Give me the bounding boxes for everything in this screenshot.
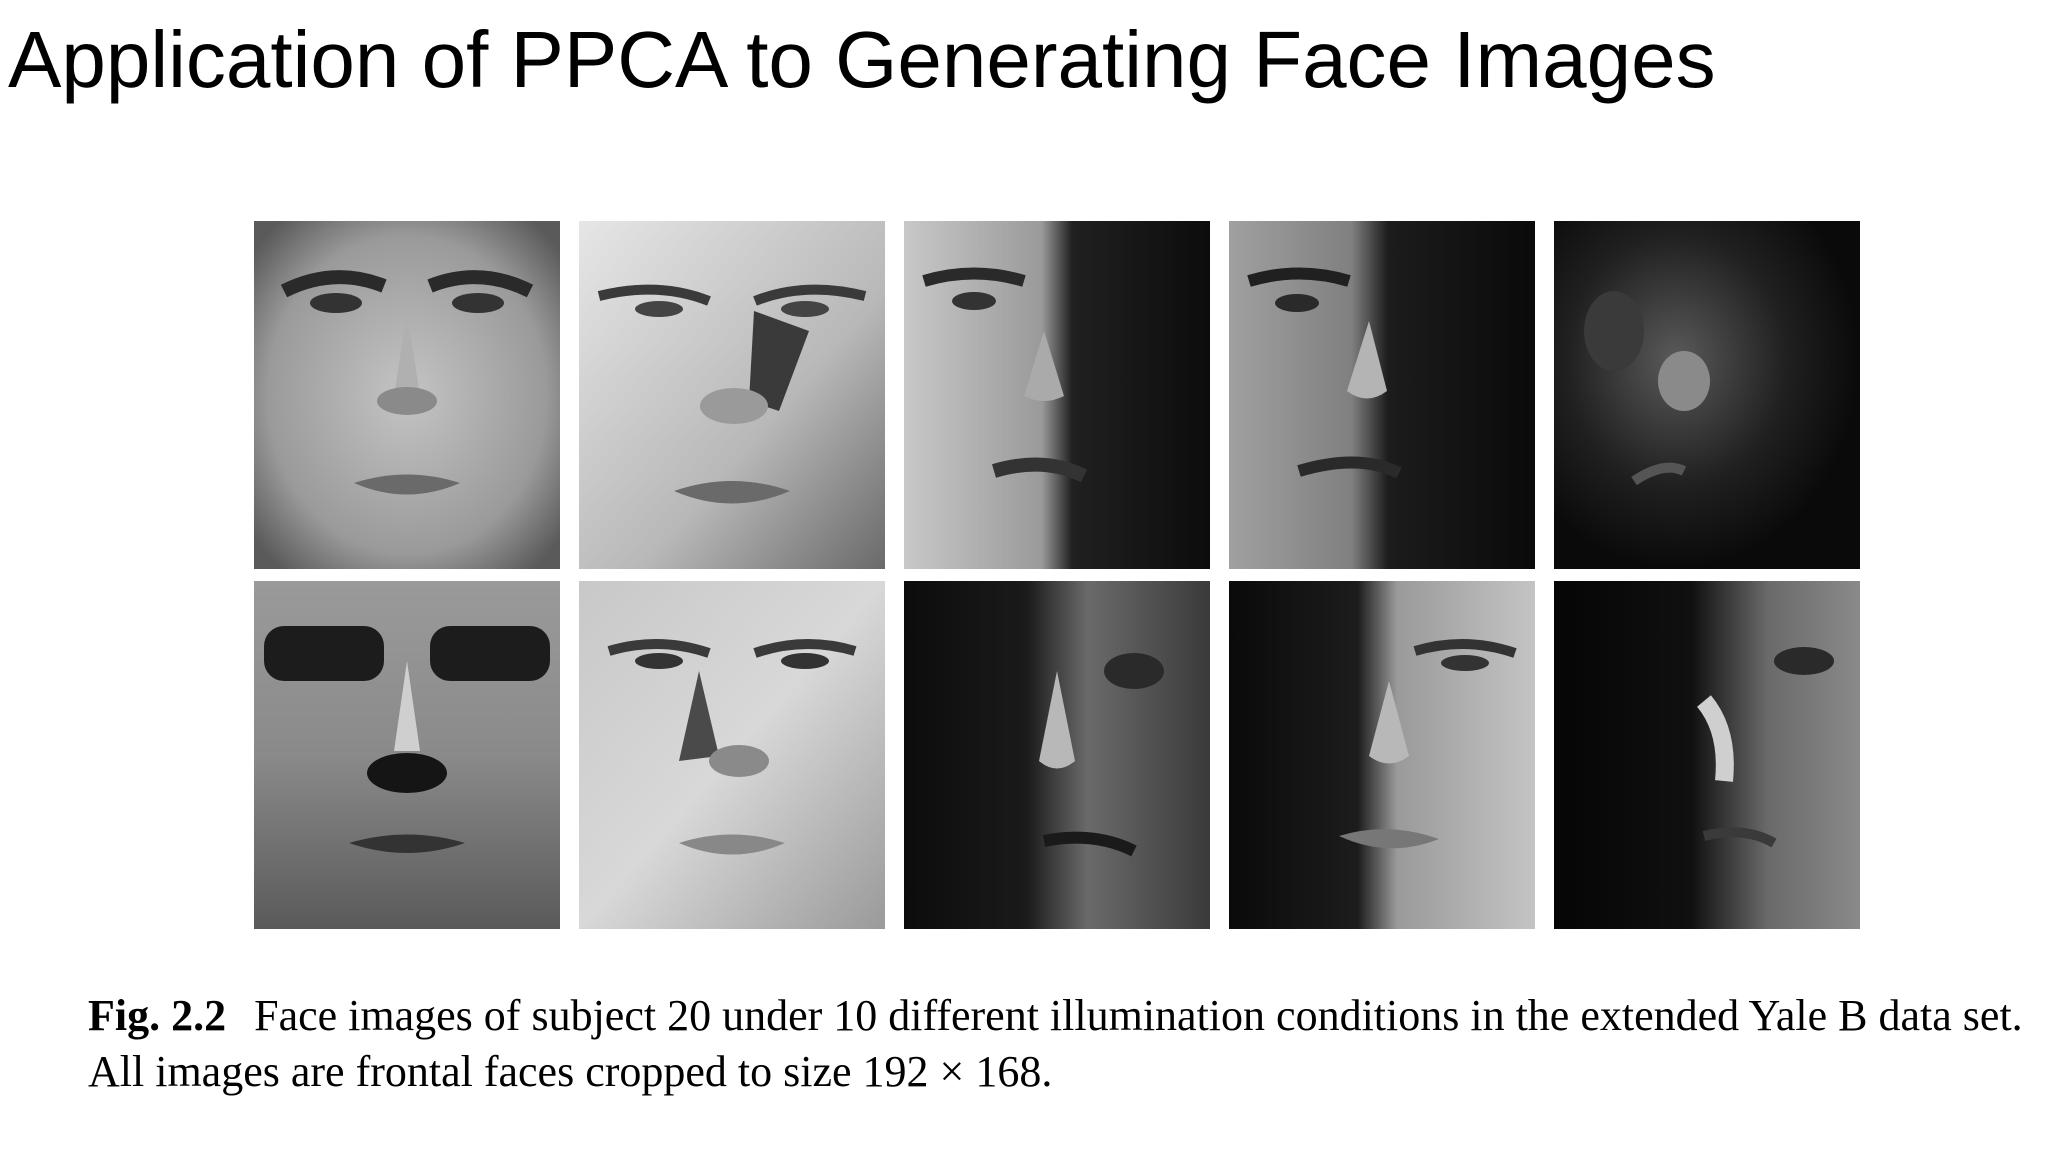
- slide-title: Application of PPCA to Generating Face I…: [8, 15, 1716, 104]
- face-image-grid: [254, 221, 1860, 929]
- face-photo-icon: [904, 221, 1210, 569]
- face-photo-icon: [579, 221, 885, 569]
- face-image: [579, 581, 885, 929]
- figure-caption: Fig. 2.2 Face images of subject 20 under …: [88, 988, 2048, 1100]
- face-image: [579, 221, 885, 569]
- figure-label: Fig. 2.2: [88, 991, 227, 1040]
- face-image: [1554, 581, 1860, 929]
- face-photo-icon: [254, 221, 560, 569]
- face-image: [904, 221, 1210, 569]
- face-image: [1229, 221, 1535, 569]
- face-photo-icon: [579, 581, 885, 929]
- face-photo-icon: [254, 581, 560, 929]
- face-image: [254, 221, 560, 569]
- face-photo-icon: [904, 581, 1210, 929]
- face-image: [254, 581, 560, 929]
- face-image: [1229, 581, 1535, 929]
- face-image: [904, 581, 1210, 929]
- face-photo-icon: [1554, 581, 1860, 929]
- face-image: [1554, 221, 1860, 569]
- face-photo-icon: [1229, 581, 1535, 929]
- face-photo-icon: [1554, 221, 1860, 569]
- figure-caption-text: Face images of subject 20 under 10 diffe…: [88, 991, 2023, 1096]
- face-photo-icon: [1229, 221, 1535, 569]
